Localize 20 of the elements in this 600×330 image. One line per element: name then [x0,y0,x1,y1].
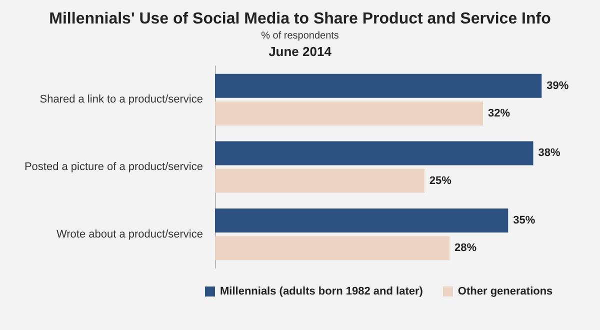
bar [215,141,534,166]
bar [215,208,508,233]
bar [215,236,450,260]
data-label: 38% [538,147,560,160]
data-label: 25% [429,174,452,187]
y-tick-label: Wrote about a product/service [56,228,203,240]
bar [215,101,483,126]
bar [215,168,424,193]
legend-label: Millennials (adults born 1982 and later) [220,286,424,298]
data-label: 28% [454,242,477,254]
text: June 2014 [268,44,332,59]
chart-subtitle: % of respondents [261,30,339,42]
data-label: 32% [488,107,510,120]
legend-label: Other generations [458,286,553,298]
data-label: 35% [513,214,536,227]
data-label: 39% [546,80,569,92]
y-tick-label: Shared a link to a product/service [40,94,203,106]
chart-title: Millennials' Use of Social Media to Share Product and Service Info [49,10,552,28]
bar [215,74,542,98]
y-tick-label: Posted a picture of a product/service [24,161,203,173]
